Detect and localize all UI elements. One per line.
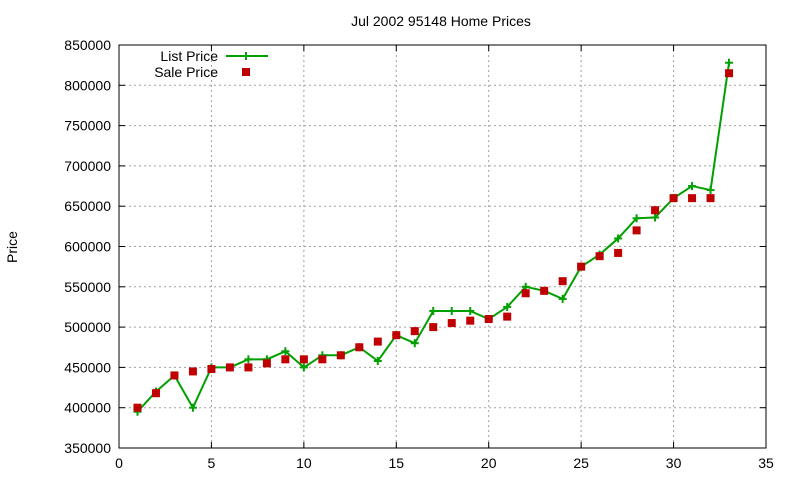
sale-price-point bbox=[170, 371, 179, 380]
legend-marker-sale-price bbox=[242, 68, 250, 76]
list-price-point bbox=[429, 306, 438, 315]
sale-price-point bbox=[429, 323, 438, 332]
legend-label-sale-price: Sale Price bbox=[154, 64, 218, 80]
x-tick-label: 10 bbox=[296, 455, 312, 471]
x-tick-label: 5 bbox=[208, 455, 216, 471]
sale-price-point bbox=[447, 319, 456, 328]
sale-price-point bbox=[355, 343, 364, 352]
list-price-point bbox=[503, 302, 512, 311]
y-tick-label: 750000 bbox=[64, 118, 111, 134]
list-price-point bbox=[244, 355, 253, 364]
sale-price-point bbox=[262, 359, 271, 368]
sale-price-point bbox=[133, 403, 142, 412]
sale-price-point bbox=[188, 367, 197, 376]
y-tick-label: 500000 bbox=[64, 319, 111, 335]
sale-price-point bbox=[318, 355, 327, 364]
sale-price-point bbox=[725, 69, 734, 78]
axis-ticks: 0 5 10 15 20 25 30 35 350000 400000 450000 500000 55… bbox=[64, 37, 774, 471]
list-price-point bbox=[299, 363, 308, 372]
list-price-point bbox=[688, 182, 697, 191]
y-tick-label: 700000 bbox=[64, 158, 111, 174]
x-tick-label: 0 bbox=[115, 455, 123, 471]
y-tick-label: 450000 bbox=[64, 359, 111, 375]
list-price-point bbox=[466, 306, 475, 315]
list-price-point bbox=[410, 339, 419, 348]
sale-price-point bbox=[632, 226, 641, 235]
x-tick-label: 15 bbox=[388, 455, 404, 471]
list-price-point bbox=[651, 213, 660, 222]
sale-price-point bbox=[521, 289, 530, 298]
sale-price-point bbox=[392, 331, 401, 340]
sale-price-point bbox=[244, 363, 253, 372]
y-tick-label: 350000 bbox=[64, 440, 111, 456]
sale-price-point bbox=[336, 351, 345, 360]
sale-price-point bbox=[484, 315, 493, 324]
list-price-point bbox=[614, 234, 623, 243]
y-tick-label: 400000 bbox=[64, 400, 111, 416]
sale-price-point bbox=[688, 194, 697, 203]
x-tick-label: 20 bbox=[481, 455, 497, 471]
sale-price-point bbox=[614, 248, 623, 257]
list-price-point bbox=[373, 356, 382, 365]
chart-title: Jul 2002 95148 Home Prices bbox=[351, 13, 531, 29]
y-tick-label: 600000 bbox=[64, 239, 111, 255]
sale-price-point bbox=[466, 316, 475, 325]
list-price-point bbox=[281, 347, 290, 356]
sale-price-point bbox=[595, 252, 604, 261]
sale-price-point bbox=[669, 194, 678, 203]
legend-label-list-price: List Price bbox=[160, 48, 218, 64]
y-tick-label: 850000 bbox=[64, 37, 111, 53]
sale-price-point bbox=[577, 262, 586, 271]
sale-price-point bbox=[540, 286, 549, 295]
sale-price-point bbox=[706, 194, 715, 203]
y-tick-label: 550000 bbox=[64, 279, 111, 295]
sale-price-point bbox=[281, 355, 290, 364]
x-tick-label: 35 bbox=[758, 455, 774, 471]
x-tick-label: 25 bbox=[573, 455, 589, 471]
sale-price-point bbox=[225, 363, 234, 372]
x-tick-label: 30 bbox=[666, 455, 682, 471]
sale-price-point bbox=[151, 389, 160, 398]
sale-price-point bbox=[299, 355, 308, 364]
list-price-point bbox=[447, 306, 456, 315]
sale-price-point bbox=[503, 312, 512, 321]
list-price-point bbox=[706, 186, 715, 195]
sale-price-point bbox=[410, 327, 419, 336]
sale-price-point bbox=[651, 206, 660, 215]
list-price-point bbox=[558, 294, 567, 303]
y-axis-label: Price bbox=[4, 231, 20, 263]
sale-price-point bbox=[558, 277, 567, 286]
y-tick-label: 650000 bbox=[64, 198, 111, 214]
list-price-point bbox=[188, 403, 197, 412]
list-price-point bbox=[632, 214, 641, 223]
sale-price-point bbox=[207, 365, 216, 374]
sale-price-point bbox=[373, 337, 382, 346]
grid bbox=[119, 45, 766, 448]
series bbox=[133, 58, 734, 416]
list-price-point bbox=[725, 58, 734, 67]
y-tick-label: 800000 bbox=[64, 77, 111, 93]
